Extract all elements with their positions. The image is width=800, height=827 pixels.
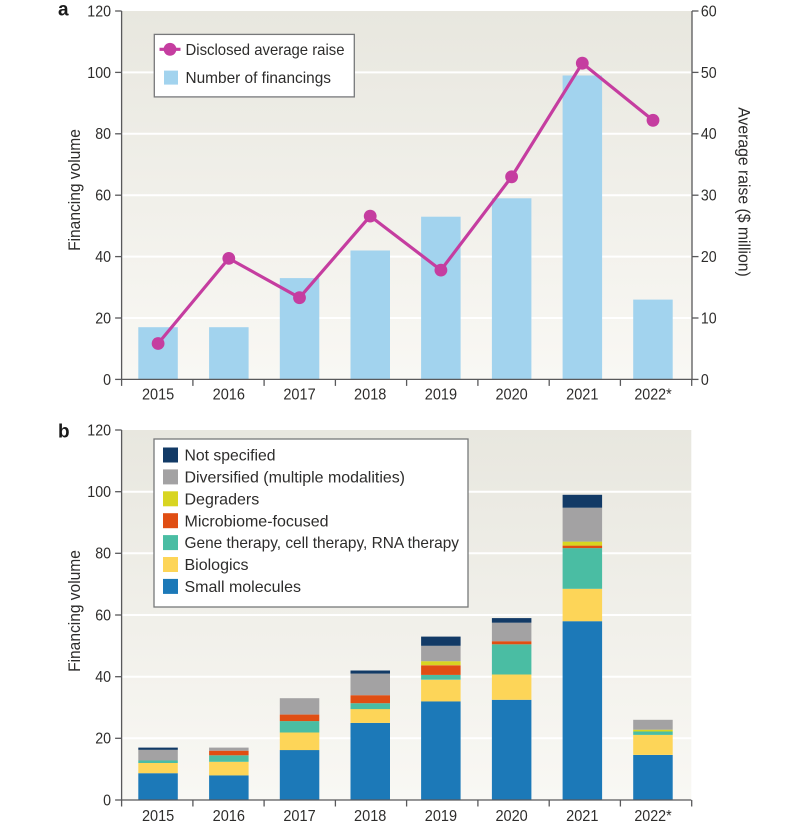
svg-text:30: 30 xyxy=(701,188,717,205)
svg-text:Gene therapy, cell therapy, RN: Gene therapy, cell therapy, RNA therapy xyxy=(185,535,460,552)
svg-text:2016: 2016 xyxy=(213,808,245,825)
svg-text:0: 0 xyxy=(103,792,111,809)
svg-text:Diversified (multiple modaliti: Diversified (multiple modalities) xyxy=(185,470,406,487)
svg-text:120: 120 xyxy=(87,422,111,439)
svg-text:Not specified: Not specified xyxy=(185,448,276,465)
svg-text:2019: 2019 xyxy=(425,808,457,825)
svg-text:100: 100 xyxy=(87,484,111,501)
svg-text:Small molecules: Small molecules xyxy=(185,579,301,596)
svg-text:60: 60 xyxy=(95,607,111,624)
svg-text:40: 40 xyxy=(95,669,111,686)
svg-text:2020: 2020 xyxy=(495,386,528,403)
svg-text:2022*: 2022* xyxy=(634,808,671,825)
svg-text:2022*: 2022* xyxy=(634,386,671,403)
svg-text:60: 60 xyxy=(95,188,111,205)
svg-text:20: 20 xyxy=(95,731,111,748)
svg-text:Disclosed average raise: Disclosed average raise xyxy=(186,42,345,59)
svg-text:40: 40 xyxy=(95,249,111,266)
svg-text:Average raise ($ million): Average raise ($ million) xyxy=(735,107,753,277)
svg-text:0: 0 xyxy=(701,372,709,389)
svg-text:120: 120 xyxy=(87,3,111,20)
svg-text:80: 80 xyxy=(95,546,111,563)
svg-text:2017: 2017 xyxy=(283,386,315,403)
svg-text:2021: 2021 xyxy=(566,386,598,403)
svg-text:2021: 2021 xyxy=(566,808,598,825)
svg-text:2016: 2016 xyxy=(213,386,245,403)
svg-text:80: 80 xyxy=(95,126,111,143)
svg-text:Biologics: Biologics xyxy=(185,557,249,574)
svg-text:Number of financings: Number of financings xyxy=(186,70,332,87)
svg-text:0: 0 xyxy=(103,372,111,389)
svg-text:2020: 2020 xyxy=(495,808,528,825)
svg-text:a: a xyxy=(58,0,69,21)
svg-text:Financing volume: Financing volume xyxy=(66,129,84,251)
svg-text:40: 40 xyxy=(701,126,717,143)
svg-text:20: 20 xyxy=(701,249,717,266)
svg-text:2019: 2019 xyxy=(425,386,457,403)
svg-text:2018: 2018 xyxy=(354,808,386,825)
svg-text:Financing volume: Financing volume xyxy=(66,550,84,672)
svg-text:Microbiome-focused: Microbiome-focused xyxy=(185,513,329,530)
svg-text:2015: 2015 xyxy=(142,808,174,825)
svg-text:10: 10 xyxy=(701,310,717,327)
svg-text:20: 20 xyxy=(95,310,111,327)
svg-text:100: 100 xyxy=(87,65,111,82)
svg-text:b: b xyxy=(58,422,70,443)
svg-text:2018: 2018 xyxy=(354,386,386,403)
svg-text:2017: 2017 xyxy=(283,808,315,825)
svg-text:Degraders: Degraders xyxy=(185,491,260,508)
svg-text:2015: 2015 xyxy=(142,386,174,403)
svg-text:50: 50 xyxy=(701,65,717,82)
svg-text:60: 60 xyxy=(701,3,717,20)
